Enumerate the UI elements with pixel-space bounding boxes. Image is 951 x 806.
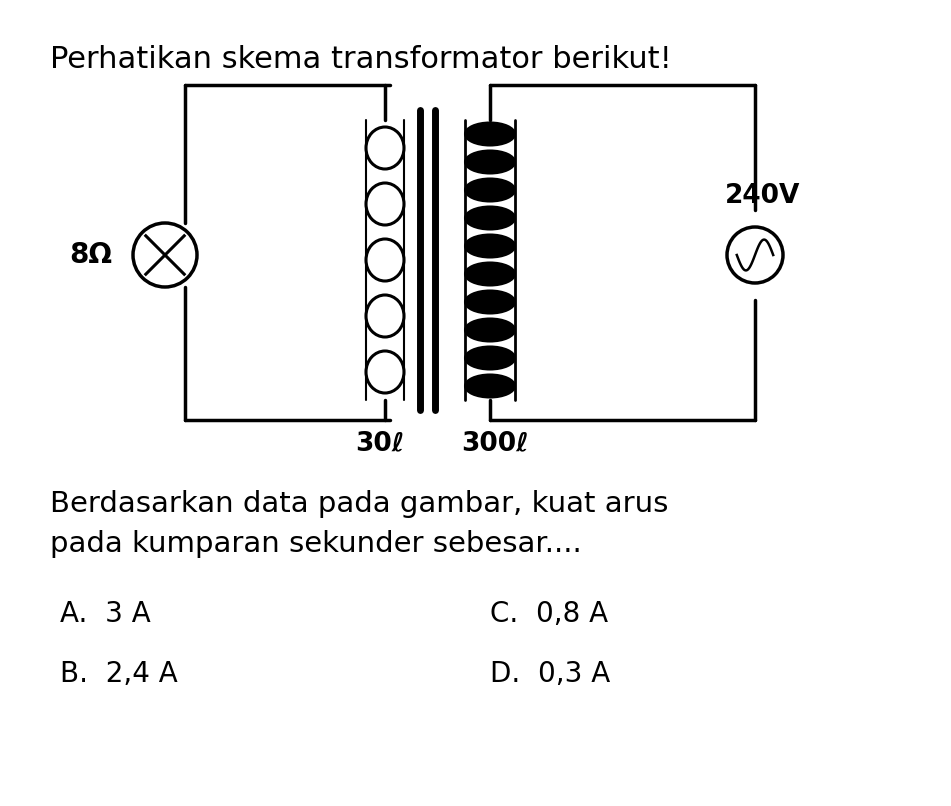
Ellipse shape	[465, 318, 515, 342]
Text: 240V: 240V	[726, 183, 801, 209]
Ellipse shape	[465, 375, 515, 397]
Text: pada kumparan sekunder sebesar....: pada kumparan sekunder sebesar....	[50, 530, 582, 558]
Ellipse shape	[465, 178, 515, 202]
Text: C.  0,8 A: C. 0,8 A	[490, 600, 608, 628]
Ellipse shape	[465, 347, 515, 369]
Text: Perhatikan skema transformator berikut!: Perhatikan skema transformator berikut!	[50, 45, 671, 74]
Text: 300ℓ: 300ℓ	[461, 430, 529, 456]
Ellipse shape	[465, 290, 515, 314]
Text: Berdasarkan data pada gambar, kuat arus: Berdasarkan data pada gambar, kuat arus	[50, 490, 669, 518]
Ellipse shape	[465, 123, 515, 145]
Text: D.  0,3 A: D. 0,3 A	[490, 660, 611, 688]
Text: A.  3 A: A. 3 A	[60, 600, 151, 628]
Text: 30ℓ: 30ℓ	[356, 430, 404, 456]
Text: B.  2,4 A: B. 2,4 A	[60, 660, 178, 688]
Ellipse shape	[465, 263, 515, 285]
Ellipse shape	[465, 235, 515, 257]
Ellipse shape	[465, 151, 515, 173]
Ellipse shape	[465, 206, 515, 230]
Text: 8Ω: 8Ω	[69, 241, 112, 269]
